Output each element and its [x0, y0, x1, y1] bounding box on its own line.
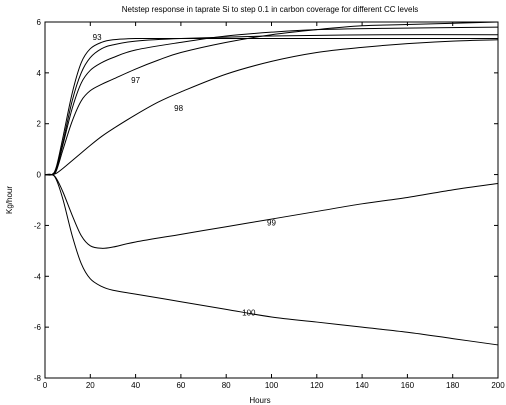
plot-frame — [44, 21, 499, 379]
series-line-98 — [44, 39, 499, 176]
series-line-93 — [44, 37, 498, 176]
x-tick-label: 200 — [491, 381, 505, 390]
series-line-99 — [44, 173, 499, 249]
curves — [44, 21, 499, 346]
y-tick-label: 6 — [37, 18, 42, 27]
y-tick-label: -2 — [34, 221, 42, 230]
series-label-93: 93 — [93, 33, 102, 42]
y-tick-label: -4 — [34, 272, 42, 281]
x-tick-label: 100 — [265, 381, 279, 390]
x-tick-label: 60 — [176, 381, 185, 390]
x-axis-label: Hours — [249, 396, 270, 405]
x-tick-label: 140 — [355, 381, 369, 390]
y-tick-label: 4 — [37, 69, 42, 78]
y-tick-label: -6 — [34, 323, 42, 332]
x-tick-label: 0 — [43, 381, 48, 390]
series-line-97 — [44, 21, 499, 176]
x-tick-label: 40 — [131, 381, 140, 390]
x-tick-label: 160 — [401, 381, 415, 390]
x-tick-label: 20 — [86, 381, 95, 390]
x-tick-label: 80 — [222, 381, 231, 390]
y-axis-label: Kg/hour — [5, 186, 14, 214]
x-tick-label: 120 — [310, 381, 324, 390]
series-label-98: 98 — [174, 104, 183, 113]
y-tick-label: 2 — [37, 120, 42, 129]
series-line-100 — [44, 173, 499, 346]
series-label-99: 99 — [267, 218, 276, 227]
series-label-97: 97 — [131, 76, 140, 85]
curve-labels: 93 97 98 99 100 — [93, 33, 277, 318]
series-label-100: 100 — [242, 309, 256, 318]
y-tick-label: -8 — [34, 374, 42, 383]
y-tick-label: 0 — [37, 171, 42, 180]
x-tick-label: 180 — [446, 381, 460, 390]
series-line-unlabeled-1 — [44, 34, 499, 176]
chart-title: Netstep response in taprate Si to step 0… — [122, 5, 418, 14]
series-line-unlabeled-2 — [44, 26, 499, 176]
axis-ticks: 0 20 40 60 80 100 120 140 160 180 200 -8 -6 -4 -2 0 2 4 6 — [34, 18, 505, 390]
